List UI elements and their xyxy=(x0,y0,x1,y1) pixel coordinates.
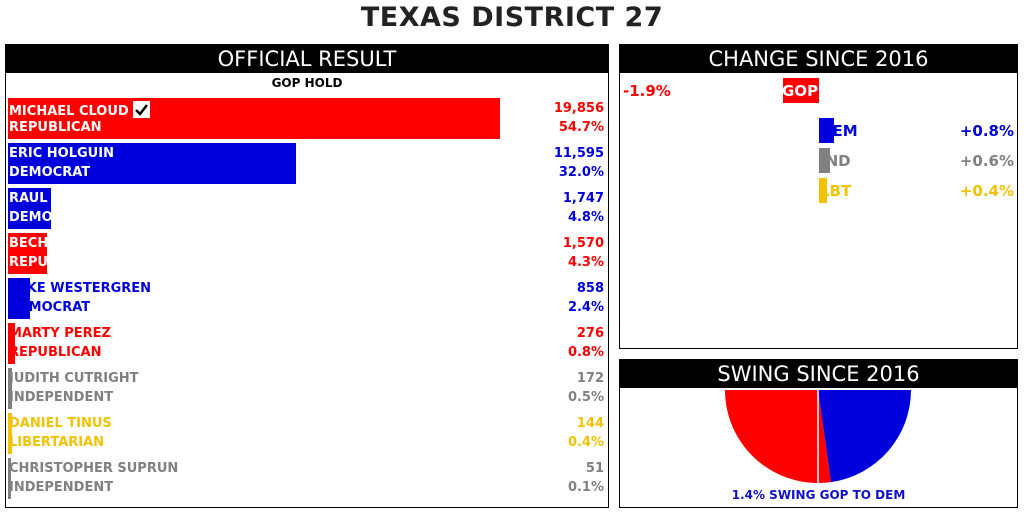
result-row: CHRISTOPHER SUPRUN INDEPENDENT 51 0.1% xyxy=(8,458,606,500)
change-party-label: IND xyxy=(820,152,851,170)
result-bar xyxy=(8,278,30,319)
result-bar xyxy=(8,188,52,229)
vote-count: 51 xyxy=(585,461,604,476)
swing-pie-chart xyxy=(725,390,911,483)
result-row: DANIEL TINUS LIBERTARIAN 144 0.4% xyxy=(8,413,606,455)
pie-slice-gop xyxy=(725,390,831,483)
change-bar xyxy=(819,148,831,173)
status-label: GOP HOLD xyxy=(271,76,343,90)
vote-percent: 54.7% xyxy=(558,120,604,135)
result-row: BECH BRUUN REPUBLICAN 1,570 4.3% xyxy=(8,233,606,275)
result-row: JUDITH CUTRIGHT INDEPENDENT 172 0.5% xyxy=(8,368,606,410)
party-label: INDEPENDENT xyxy=(9,390,114,405)
party-label: LIBERTARIAN xyxy=(9,435,105,450)
party-label: REPUBLICAN xyxy=(9,120,102,135)
result-bar xyxy=(8,368,13,409)
vote-percent: 0.8% xyxy=(567,345,604,360)
change-panel: CHANGE SINCE 2016 GOP -1.9% DEM +0.8% IND +0.… xyxy=(619,44,1018,349)
candidate-name: MIKE WESTERGREN xyxy=(9,281,152,296)
vote-percent: 4.8% xyxy=(567,210,604,225)
vote-percent: 32.0% xyxy=(558,165,604,180)
vote-count: 19,856 xyxy=(553,101,604,116)
result-row: ERIC HOLGUIN DEMOCRAT 11,595 32.0% xyxy=(8,143,606,185)
candidate-name: RAUL BARRERA xyxy=(9,191,121,206)
party-label: REPUBLICAN xyxy=(9,255,102,270)
result-bar xyxy=(8,98,500,139)
candidate-name: BECH BRUUN xyxy=(9,236,105,251)
vote-count: 858 xyxy=(576,281,604,296)
result-bar xyxy=(8,458,11,499)
vote-percent: 0.4% xyxy=(567,435,604,450)
candidate-name: DANIEL TINUS xyxy=(9,416,112,431)
check-icon xyxy=(132,101,150,118)
change-bar xyxy=(819,178,827,203)
vote-count: 276 xyxy=(576,326,604,341)
change-value: +0.6% xyxy=(959,152,1014,170)
candidate-name: MICHAEL CLOUD xyxy=(9,101,150,120)
official-result-panel: OFFICIAL RESULT GOP HOLD MICHAEL CLOUD RE… xyxy=(5,44,609,508)
vote-percent: 0.5% xyxy=(567,390,604,405)
swing-panel: SWING SINCE 2016 1.4% SWING GOP TO DEM xyxy=(619,359,1018,508)
page-title: TEXAS DISTRICT 27 xyxy=(360,2,664,33)
party-label: INDEPENDENT xyxy=(9,480,114,495)
party-label: DEMOCRAT xyxy=(9,165,91,180)
result-bar xyxy=(8,143,296,184)
vote-count: 1,570 xyxy=(562,236,604,251)
change-bar xyxy=(819,118,835,143)
candidate-name: MARTY PEREZ xyxy=(9,326,111,341)
result-row: RAUL BARRERA DEMOCRAT 1,747 4.8% xyxy=(8,188,606,230)
result-bar xyxy=(8,413,12,454)
candidate-name: CHRISTOPHER SUPRUN xyxy=(9,461,179,476)
change-party-label: GOP xyxy=(782,82,819,100)
pie-slice-dem xyxy=(818,390,911,483)
change-bar xyxy=(782,78,819,103)
vote-count: 11,595 xyxy=(553,146,604,161)
result-bar xyxy=(8,233,47,274)
change-value: +0.8% xyxy=(959,122,1014,140)
change-party-label: DEM xyxy=(820,122,858,140)
party-label: REPUBLICAN xyxy=(9,345,102,360)
result-row: MICHAEL CLOUD REPUBLICAN 19,856 54.7% xyxy=(8,98,606,140)
vote-count: 1,747 xyxy=(562,191,604,206)
party-label: DEMOCRAT xyxy=(9,210,91,225)
vote-percent: 2.4% xyxy=(567,300,604,315)
vote-percent: 0.1% xyxy=(567,480,604,495)
swing-caption: 1.4% SWING GOP TO DEM xyxy=(731,488,906,502)
candidate-name: JUDITH CUTRIGHT xyxy=(9,371,139,386)
change-value: -1.9% xyxy=(623,82,671,100)
official-result-header: OFFICIAL RESULT xyxy=(6,45,608,73)
vote-percent: 4.3% xyxy=(567,255,604,270)
change-value: +0.4% xyxy=(959,182,1014,200)
swing-header: SWING SINCE 2016 xyxy=(620,360,1017,388)
candidate-name: ERIC HOLGUIN xyxy=(9,146,114,161)
result-row: MIKE WESTERGREN DEMOCRAT 858 2.4% xyxy=(8,278,606,320)
result-bar xyxy=(8,323,16,364)
change-party-label: LBT xyxy=(820,182,852,200)
result-row: MARTY PEREZ REPUBLICAN 276 0.8% xyxy=(8,323,606,365)
vote-count: 172 xyxy=(576,371,604,386)
party-label: DEMOCRAT xyxy=(9,300,91,315)
change-header: CHANGE SINCE 2016 xyxy=(620,45,1017,73)
vote-count: 144 xyxy=(576,416,604,431)
